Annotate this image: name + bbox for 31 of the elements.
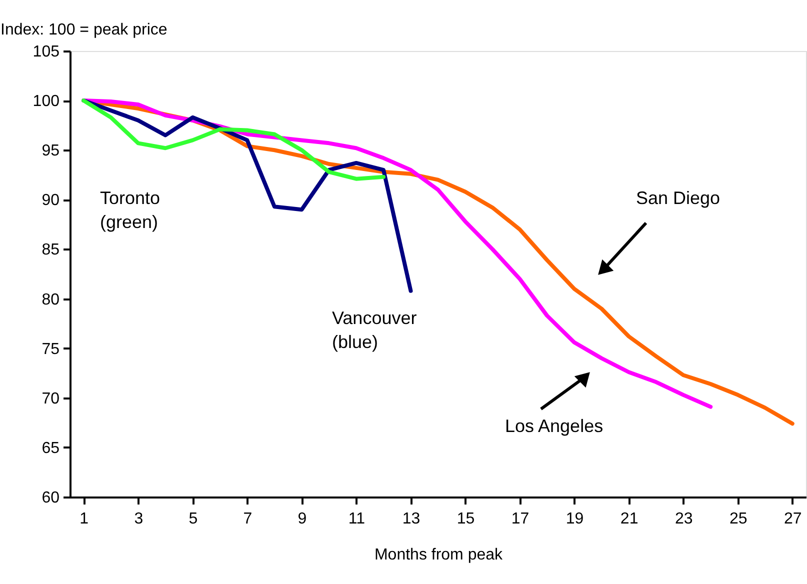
y-tick-label: 85 xyxy=(42,242,60,259)
x-tick-label: 25 xyxy=(729,510,748,528)
x-tick-label: 9 xyxy=(298,510,307,528)
y-tick-label: 105 xyxy=(32,44,60,60)
y-tick-label: 65 xyxy=(42,440,60,457)
x-tick-label: 3 xyxy=(134,510,144,528)
annotation: Toronto (green) xyxy=(100,188,160,232)
x-tick-label: 7 xyxy=(243,510,252,528)
x-tick-label: 13 xyxy=(402,510,420,528)
x-axis-title: Months from peak xyxy=(374,546,504,564)
y-tick-label: 70 xyxy=(42,390,60,408)
annotation: San Diego xyxy=(636,188,720,208)
x-tick-label: 1 xyxy=(80,510,89,528)
y-tick-label: 90 xyxy=(42,192,60,210)
x-tick-label: 11 xyxy=(348,510,366,528)
x-tick-label: 21 xyxy=(620,510,638,528)
x-tick-label: 5 xyxy=(188,510,198,528)
y-tick-label: 95 xyxy=(42,142,60,160)
line-series xyxy=(82,98,386,181)
x-tick-label: 15 xyxy=(456,510,475,528)
y-tick-label: 80 xyxy=(42,291,60,308)
y-tick-label: 60 xyxy=(42,490,60,506)
x-tick-label: 17 xyxy=(511,510,530,528)
y-axis-title: Index: 100 = peak price xyxy=(0,22,168,38)
annotation: Los Angeles xyxy=(505,416,604,436)
annotation: Vancouver (blue) xyxy=(332,308,417,352)
x-tick-label: 23 xyxy=(674,510,693,528)
y-tick-label: 75 xyxy=(42,340,60,358)
x-tick-label: 27 xyxy=(784,510,802,528)
x-tick-label: 19 xyxy=(566,510,584,528)
y-tick-label: 100 xyxy=(32,93,60,110)
